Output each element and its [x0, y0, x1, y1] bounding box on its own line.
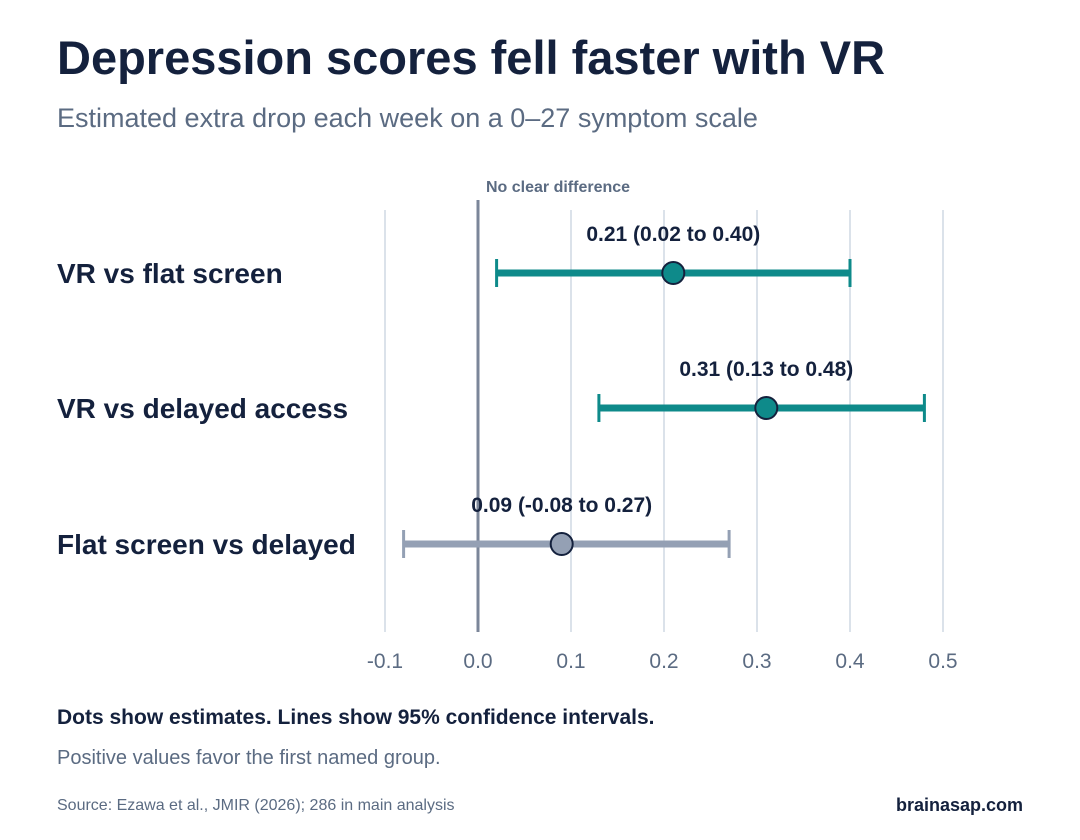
estimate-rows: 0.21 (0.02 to 0.40) 0.31 (0.13 to 0.48) 0.…	[402, 223, 926, 558]
x-tick-label: 0.4	[835, 650, 865, 673]
estimate-label: 0.09 (-0.08 to 0.27)	[471, 494, 652, 517]
legend-note: Dots show estimates. Lines show 95% conf…	[57, 706, 655, 729]
interpretation-note: Positive values favor the first named gr…	[57, 747, 441, 769]
estimate-point	[549, 532, 574, 556]
row-label-flat-screen-vs-delayed: Flat screen vs delayed	[57, 529, 356, 560]
estimate-point	[754, 396, 779, 420]
source-note: Source: Ezawa et al., JMIR (2026); 286 i…	[57, 797, 455, 814]
chart-subtitle: Estimated extra drop each week on a 0–27…	[57, 103, 758, 133]
reference-line-label: No clear difference	[486, 179, 630, 196]
x-tick-label: 0.1	[556, 650, 585, 673]
reference-line-group: No clear difference	[476, 179, 630, 632]
row-group: 0.09 (-0.08 to 0.27)	[402, 494, 731, 558]
forest-plot: No clear difference 0.21 (0.02 to 0.40)0…	[367, 179, 958, 673]
x-tick-label: 0.0	[463, 650, 492, 673]
row-label-vr-vs-delayed-access: VR vs delayed access	[57, 393, 349, 424]
chart-title: Depression scores fell faster with VR	[57, 31, 886, 84]
x-axis-ticks: -0.1 0.0 0.1 0.2 0.3 0.4 0.5	[367, 650, 958, 673]
brand-link[interactable]: brainasap.com	[895, 795, 1023, 815]
x-tick-label: 0.3	[742, 650, 771, 673]
row-group: 0.31 (0.13 to 0.48)	[597, 358, 926, 422]
row-label-vr-vs-flat-screen: VR vs flat screen	[57, 258, 283, 289]
x-tick-label: 0.2	[649, 650, 678, 673]
estimate-point	[661, 261, 686, 285]
estimate-label: 0.21 (0.02 to 0.40)	[586, 223, 760, 246]
x-tick-label: -0.1	[367, 650, 403, 673]
x-tick-label: 0.5	[928, 650, 957, 673]
row-group: 0.21 (0.02 to 0.40)	[495, 223, 852, 287]
estimate-label: 0.31 (0.13 to 0.48)	[679, 358, 853, 381]
